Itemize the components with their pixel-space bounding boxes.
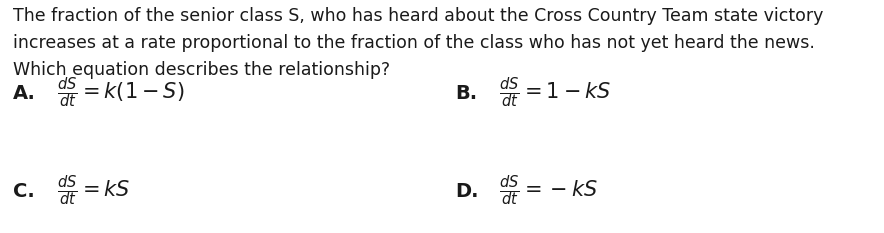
- Text: $\frac{dS}{dt} = kS$: $\frac{dS}{dt} = kS$: [57, 174, 131, 208]
- Text: The fraction of the senior class S, who has heard about the Cross Country Team s: The fraction of the senior class S, who …: [13, 7, 824, 25]
- Text: $\frac{dS}{dt} = 1 - kS$: $\frac{dS}{dt} = 1 - kS$: [499, 76, 612, 110]
- Text: A.: A.: [13, 84, 36, 103]
- Text: C.: C.: [13, 182, 35, 201]
- Text: D.: D.: [455, 182, 479, 201]
- Text: Which equation describes the relationship?: Which equation describes the relationshi…: [13, 61, 391, 79]
- Text: B.: B.: [455, 84, 477, 103]
- Text: $\frac{dS}{dt} = k(1-S)$: $\frac{dS}{dt} = k(1-S)$: [57, 76, 185, 110]
- Text: $\frac{dS}{dt} = -kS$: $\frac{dS}{dt} = -kS$: [499, 174, 598, 208]
- Text: increases at a rate proportional to the fraction of the class who has not yet he: increases at a rate proportional to the …: [13, 34, 815, 52]
